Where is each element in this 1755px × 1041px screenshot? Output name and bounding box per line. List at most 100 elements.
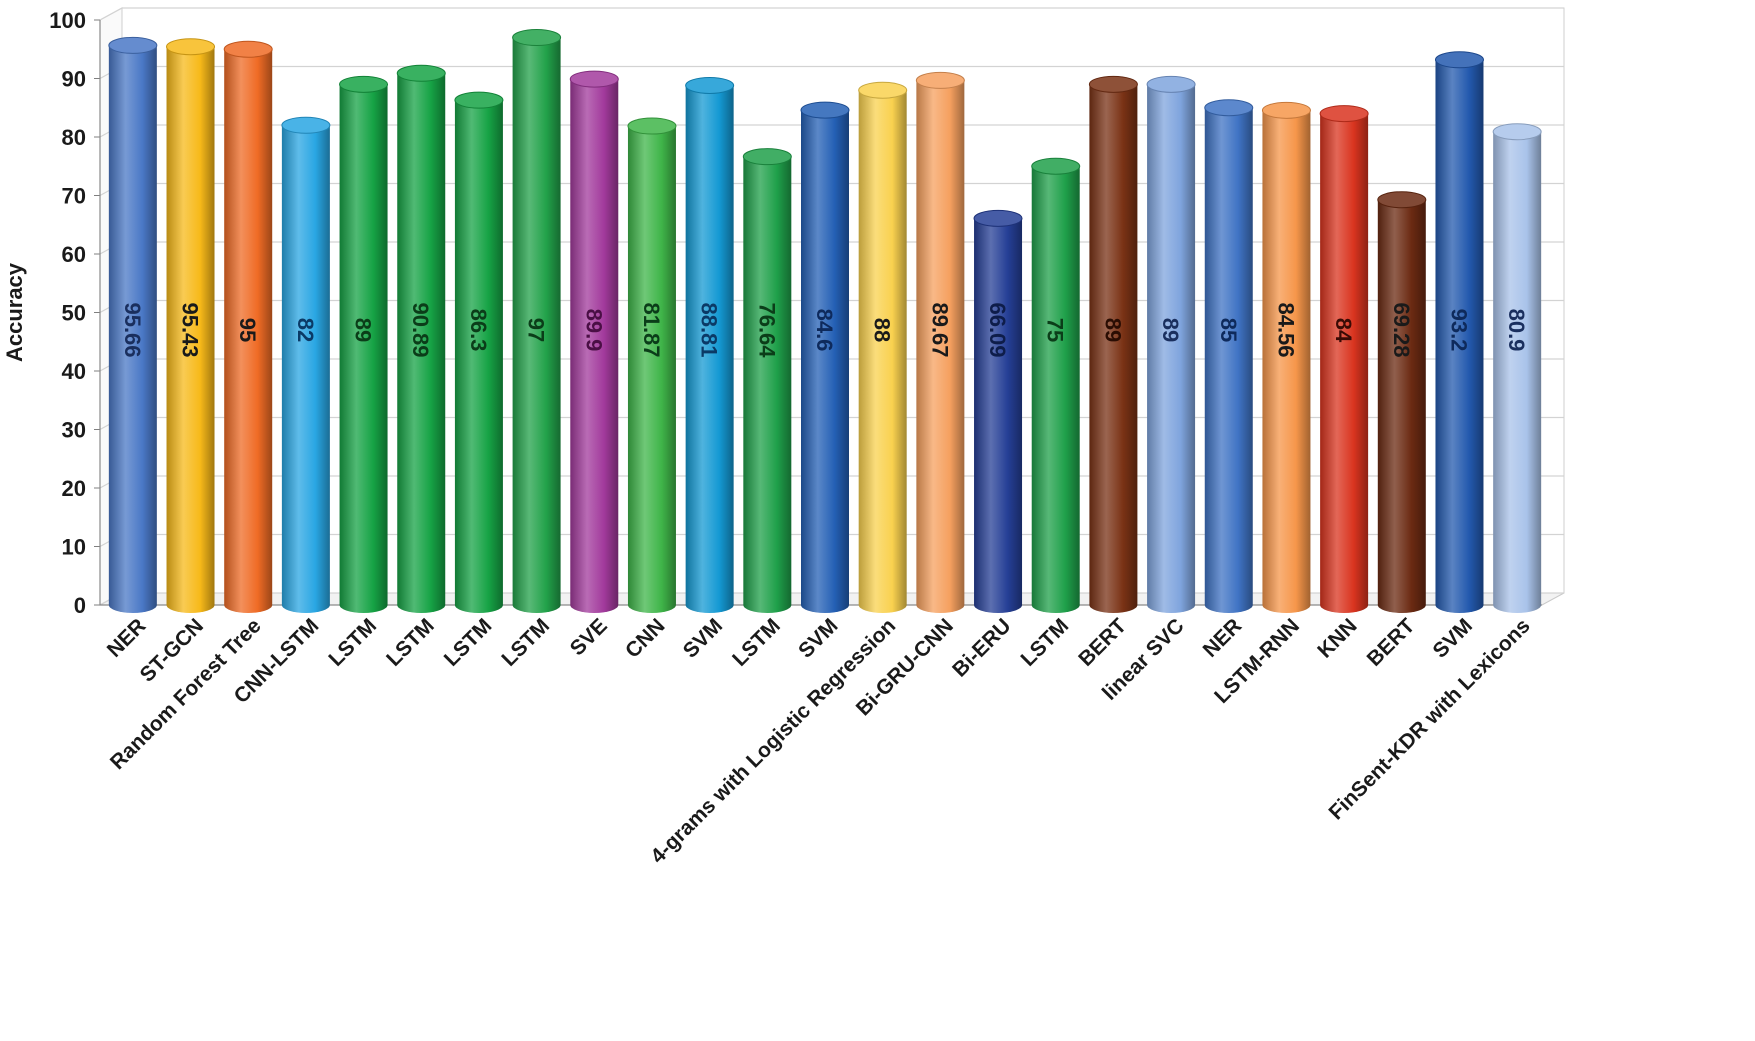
bar-top [742,148,792,166]
x-tick-label: KNN [1313,614,1361,662]
bar-5: 89 [339,75,389,614]
bar-value-label: 82 [293,318,318,342]
bar-top [685,76,735,94]
y-tick-label: 10 [62,535,86,560]
bar-top [915,71,965,89]
bar-11: 88.81 [685,76,735,614]
x-tick-label: LSTM [324,614,381,671]
bar-top [108,36,158,54]
bar-20: 85 [1204,99,1254,613]
bar-body [281,125,330,614]
bar-1: 95.66 [108,36,158,614]
bar-body [339,84,388,614]
bar-9: 89.9 [569,70,619,613]
bar-top [166,38,216,56]
bar-value-label: 95.43 [178,302,203,357]
x-tick-label: BERT [1363,614,1420,671]
x-tick-label: SVE [566,614,612,660]
bar-top [339,75,389,93]
bar-value-label: 89.9 [581,309,606,352]
bar-body [1031,166,1080,613]
bar-value-label: 95.66 [120,302,145,357]
bar-top [454,91,504,109]
bar-value-label: 86.3 [466,309,491,352]
bar-top [512,29,562,47]
x-tick-label: LSTM [1017,614,1074,671]
bar-value-label: 97 [524,318,549,342]
bar-top [800,101,850,119]
bar-body [801,110,849,613]
y-tick-label: 80 [62,125,86,150]
bar-body [224,49,273,613]
x-tick-label: NER [1199,614,1247,662]
bar-value-label: 66.09 [985,302,1010,357]
bar-2: 95.43 [166,38,216,614]
bar-body [1320,113,1369,613]
y-tick-label: 70 [62,184,86,209]
bars: 95.66 95.43 95 82 89 90.89 86.3 97 89.9 81.87 88.8… [108,29,1542,614]
bar-24: 93.2 [1434,51,1484,613]
bar-3: 95 [223,40,273,613]
bar-body [974,218,1023,613]
x-tick-label: SVM [794,614,842,662]
bar-value-label: 84.6 [812,309,837,352]
bar-13: 84.6 [800,101,850,613]
bar-value-label: 89 [351,318,376,342]
x-tick-label: SVM [1429,614,1477,662]
bar-value-label: 76.64 [754,302,779,358]
bar-12: 76.64 [742,148,792,613]
bar-16: 66.09 [973,209,1023,613]
bar-8: 97 [512,29,562,614]
x-tick-label: Bi-ERU [948,614,1015,681]
bar-body [627,126,676,614]
bar-value-label: 90.89 [408,302,433,357]
bar-top [1146,75,1196,93]
bar-top [569,70,619,88]
bar-21: 84.56 [1261,101,1311,613]
bar-value-label: 88.81 [697,302,722,357]
bar-top [858,81,908,99]
bar-top [1261,101,1311,119]
x-tick-label: LSTM [440,614,497,671]
bar-top [1377,191,1427,209]
bar-body [1493,131,1542,614]
bar-value-label: 81.87 [639,302,664,357]
y-tick-labels: 0 10 20 30 40 50 60 70 80 90 100 [49,8,86,618]
bar-top [396,64,446,82]
x-tick-label: LSTM [497,614,554,671]
bar-body [166,46,215,614]
bar-value-label: 84 [1331,318,1356,343]
bar-6: 90.89 [396,64,446,613]
bar-value-label: 89.67 [927,302,952,357]
bar-value-label: 89 [1100,318,1125,342]
bar-top [223,40,273,58]
x-tick-label: LSTM [382,614,439,671]
bar-top [1319,105,1369,123]
bar-body [858,90,907,613]
bar-value-label: 75 [1043,318,1068,342]
bar-body [512,37,561,614]
y-tick-label: 30 [62,418,86,443]
bar-body [454,100,503,613]
bar-body [1262,110,1311,613]
bar-top [281,116,331,134]
bar-body [397,73,446,613]
bar-7: 86.3 [454,91,504,613]
bar-body [1377,199,1426,613]
bar-body [1089,84,1138,614]
bar-value-label: 85 [1216,318,1241,342]
bar-value-label: 69.28 [1389,302,1414,357]
y-axis-label: Accuracy [2,262,27,362]
bar-15: 89.67 [915,71,965,614]
bar-body [743,156,792,613]
bar-value-label: 93.2 [1446,309,1471,352]
bar-body [108,45,157,614]
bar-value-label: 84.56 [1273,302,1298,357]
x-tick-label: NER [103,614,151,662]
bar-18: 89 [1088,75,1138,614]
bar-value-label: 80.9 [1504,309,1529,352]
bar-4: 82 [281,116,331,614]
